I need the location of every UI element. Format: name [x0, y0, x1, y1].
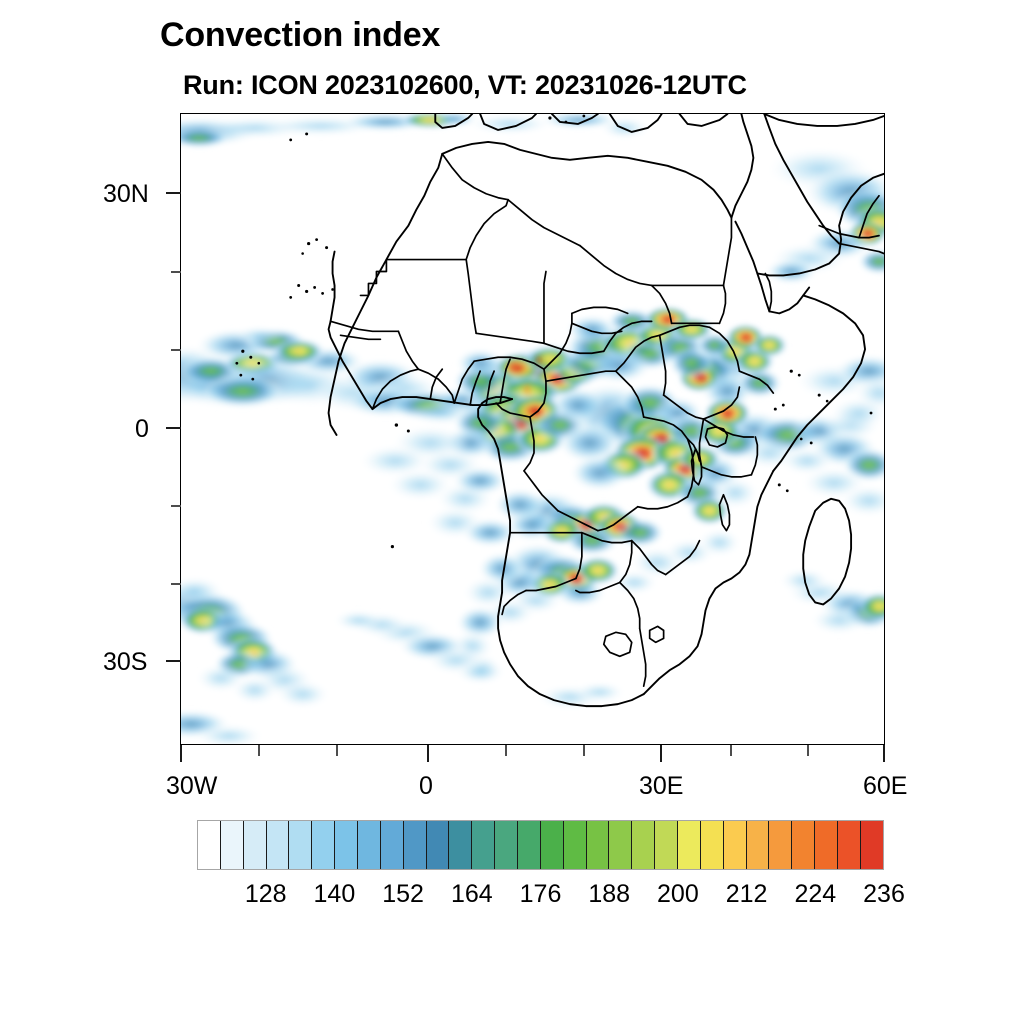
colorbar-cell — [358, 821, 381, 869]
colorbar-tick-label: 176 — [519, 880, 562, 908]
colorbar-cell — [426, 821, 450, 869]
colorbar-tick-label: 140 — [313, 880, 356, 908]
colorbar[interactable] — [197, 820, 884, 870]
x-axis-label-30e: 30E — [639, 772, 684, 800]
colorbar-cell — [312, 821, 336, 869]
colorbar-cell — [518, 821, 541, 869]
colorbar-tick-label: 236 — [863, 880, 905, 908]
y-tick-30n — [166, 192, 181, 194]
y-tick-20n — [171, 271, 181, 273]
y-tick-0 — [166, 427, 181, 429]
colorbar-tick-label: 224 — [794, 880, 837, 908]
colorbar-cell — [860, 821, 883, 869]
y-axis-label-30s: 30S — [103, 648, 148, 676]
x-axis-label-60e: 60E — [863, 772, 908, 800]
colorbar-cell — [563, 821, 587, 869]
x-axis-label-30w: 30W — [166, 772, 218, 800]
y-tick-10s — [171, 505, 181, 507]
x-tick-30e — [660, 745, 662, 762]
colorbar-cell — [289, 821, 313, 869]
x-tick-20w — [258, 745, 260, 756]
colorbar-cell — [815, 821, 839, 869]
colorbar-cell — [449, 821, 473, 869]
colorbar-cell — [220, 821, 244, 869]
y-axis-label-30n: 30N — [103, 180, 149, 208]
country-borders-layer — [329, 153, 884, 688]
colorbar-tick-label: 164 — [450, 880, 493, 908]
colorbar-tick-label: 212 — [725, 880, 768, 908]
coastline-layer — [327, 114, 884, 708]
figure-subtitle: Run: ICON 2023102600, VT: 20231026-12UTC — [183, 70, 747, 100]
colorbar-cell — [678, 821, 701, 869]
colorbar-cell — [540, 821, 564, 869]
y-axis-label-0: 0 — [135, 415, 149, 443]
colorbar-tick-label: 128 — [244, 880, 287, 908]
map-canvas — [181, 114, 884, 744]
colorbar-cell — [700, 821, 724, 869]
colorbar-cell — [632, 821, 656, 869]
y-tick-30s — [166, 660, 181, 662]
colorbar-cell — [792, 821, 816, 869]
islands-layer — [235, 114, 873, 549]
colorbar-cell — [403, 821, 427, 869]
x-tick-60e — [883, 745, 885, 762]
colorbar-cell — [769, 821, 793, 869]
colorbar-cell — [266, 821, 290, 869]
colorbar-cell — [655, 821, 679, 869]
colorbar-cell — [335, 821, 359, 869]
colorbar-cell — [198, 821, 221, 869]
x-tick-50e — [807, 745, 809, 756]
x-tick-10w — [336, 745, 338, 756]
y-tick-20s — [171, 583, 181, 585]
y-tick-10n — [171, 349, 181, 351]
x-tick-40e — [730, 745, 732, 756]
x-tick-10e — [505, 745, 507, 756]
colorbar-cell — [586, 821, 610, 869]
colorbar-tick-label: 188 — [588, 880, 631, 908]
x-tick-20e — [583, 745, 585, 756]
x-axis-label-0: 0 — [419, 772, 433, 800]
colorbar-cell — [838, 821, 861, 869]
colorbar-cell — [723, 821, 747, 869]
colorbar-tick-label: 200 — [657, 880, 699, 908]
x-tick-0 — [427, 745, 429, 762]
colorbar-cell — [495, 821, 519, 869]
colorbar-cell — [609, 821, 633, 869]
colorbar-cell — [380, 821, 404, 869]
colorbar-tick-label: 152 — [382, 880, 424, 908]
x-tick-30w — [180, 745, 182, 762]
map-plot-area — [180, 113, 885, 745]
colorbar-tick-labels: 128 140 152 164 176 188 200 212 224 236 — [197, 880, 905, 914]
colorbar-cell — [746, 821, 770, 869]
colorbar-cell — [472, 821, 496, 869]
page-title: Convection index — [160, 16, 441, 54]
colorbar-cell — [243, 821, 267, 869]
